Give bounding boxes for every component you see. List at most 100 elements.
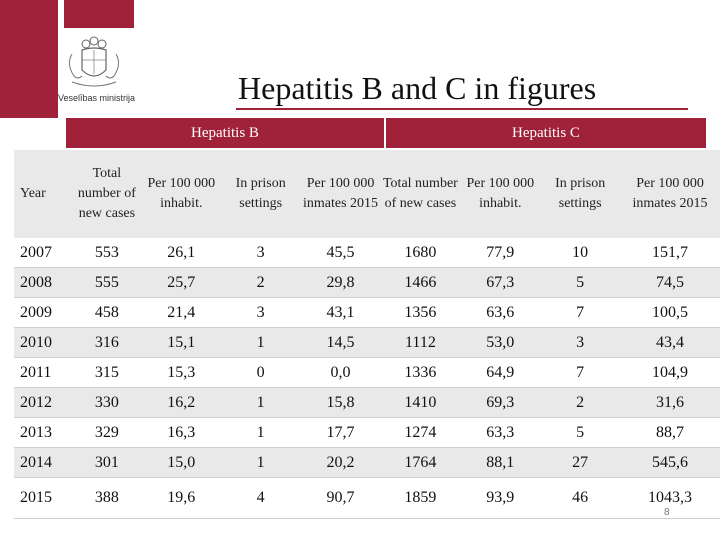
value-cell: 2	[540, 387, 621, 418]
year-cell: 2015	[14, 477, 72, 519]
page-number: 8	[664, 507, 670, 518]
value-cell: 553	[71, 238, 142, 268]
value-cell: 330	[71, 387, 142, 418]
value-cell: 77,9	[460, 238, 541, 268]
hepatitis-table: Year Total number of new cases Per 100 0…	[14, 150, 720, 519]
value-cell: 15,8	[300, 387, 381, 418]
value-cell: 1356	[380, 297, 461, 328]
value-cell: 7	[540, 357, 621, 388]
value-cell: 1	[220, 417, 301, 448]
value-cell: 104,9	[620, 357, 720, 388]
year-cell: 2007	[14, 238, 72, 268]
table-row: 2007 553 26,1 3 45,5 1680 77,9 10 151,7	[14, 238, 720, 268]
column-header: Per 100 000 inmates 2015	[620, 150, 720, 238]
value-cell: 53,0	[460, 327, 541, 358]
year-cell: 2008	[14, 267, 72, 298]
table-row: 2012 330 16,2 1 15,8 1410 69,3 2 31,6	[14, 387, 720, 418]
crest-top-accent	[64, 0, 134, 28]
column-header: Per 100 000 inhabit.	[460, 150, 541, 238]
value-cell: 16,2	[141, 387, 221, 418]
coat-of-arms-logo	[68, 36, 120, 87]
value-cell: 31,6	[620, 387, 720, 418]
table-row: 2011 315 15,3 0 0,0 1336 64,9 7 104,9	[14, 357, 720, 388]
value-cell: 1	[220, 447, 301, 478]
year-cell: 2010	[14, 327, 72, 358]
value-cell: 458	[71, 297, 142, 328]
value-cell: 63,6	[460, 297, 541, 328]
value-cell: 64,9	[460, 357, 541, 388]
value-cell: 1	[220, 327, 301, 358]
table-row: 2009 458 21,4 3 43,1 1356 63,6 7 100,5	[14, 297, 720, 328]
title-underline	[236, 108, 688, 110]
value-cell: 10	[540, 238, 621, 268]
column-header: Total number of new cases	[71, 150, 142, 238]
value-cell: 7	[540, 297, 621, 328]
value-cell: 26,1	[141, 238, 221, 268]
value-cell: 1	[220, 387, 301, 418]
column-header: In prison settings	[540, 150, 621, 238]
value-cell: 316	[71, 327, 142, 358]
value-cell: 25,7	[141, 267, 221, 298]
table-row: 2008 555 25,7 2 29,8 1466 67,3 5 74,5	[14, 267, 720, 298]
value-cell: 1466	[380, 267, 461, 298]
value-cell: 3	[540, 327, 621, 358]
value-cell: 151,7	[620, 238, 720, 268]
value-cell: 15,3	[141, 357, 221, 388]
year-cell: 2013	[14, 417, 72, 448]
column-header: Total number of new cases	[380, 150, 461, 238]
value-cell: 3	[220, 297, 301, 328]
value-cell: 29,8	[300, 267, 381, 298]
hepatitis-b-header: Hepatitis B	[66, 118, 384, 148]
value-cell: 1043,3	[620, 477, 720, 519]
year-cell: 2009	[14, 297, 72, 328]
value-cell: 4	[220, 477, 301, 519]
ministry-name: Veselības ministrija	[58, 93, 136, 103]
value-cell: 21,4	[141, 297, 221, 328]
table-row: 2013 329 16,3 1 17,7 1274 63,3 5 88,7	[14, 417, 720, 448]
year-cell: 2011	[14, 357, 72, 388]
value-cell: 315	[71, 357, 142, 388]
value-cell: 46	[540, 477, 621, 519]
value-cell: 1274	[380, 417, 461, 448]
table-header-row: Year Total number of new cases Per 100 0…	[14, 150, 720, 238]
value-cell: 17,7	[300, 417, 381, 448]
value-cell: 1112	[380, 327, 461, 358]
value-cell: 14,5	[300, 327, 381, 358]
hepatitis-c-header: Hepatitis C	[386, 118, 706, 148]
column-header: Per 100 000 inmates 2015	[300, 150, 381, 238]
value-cell: 5	[540, 417, 621, 448]
value-cell: 329	[71, 417, 142, 448]
value-cell: 555	[71, 267, 142, 298]
column-header: Year	[14, 150, 72, 238]
value-cell: 27	[540, 447, 621, 478]
value-cell: 15,0	[141, 447, 221, 478]
year-cell: 2012	[14, 387, 72, 418]
value-cell: 5	[540, 267, 621, 298]
value-cell: 1410	[380, 387, 461, 418]
value-cell: 0,0	[300, 357, 381, 388]
value-cell: 88,1	[460, 447, 541, 478]
page-title: Hepatitis B and C in figures	[238, 70, 597, 106]
value-cell: 19,6	[141, 477, 221, 519]
value-cell: 1764	[380, 447, 461, 478]
value-cell: 301	[71, 447, 142, 478]
value-cell: 43,1	[300, 297, 381, 328]
value-cell: 69,3	[460, 387, 541, 418]
column-header: Per 100 000 inhabit.	[141, 150, 221, 238]
value-cell: 63,3	[460, 417, 541, 448]
table-body: 2007 553 26,1 3 45,5 1680 77,9 10 151,7 2008 555 25…	[14, 238, 720, 519]
value-cell: 100,5	[620, 297, 720, 328]
column-header: In prison settings	[220, 150, 301, 238]
value-cell: 1336	[380, 357, 461, 388]
value-cell: 45,5	[300, 238, 381, 268]
left-accent-bar	[0, 0, 58, 118]
value-cell: 0	[220, 357, 301, 388]
value-cell: 74,5	[620, 267, 720, 298]
table-row: 2015 388 19,6 4 90,7 1859 93,9 46 1043,3	[14, 477, 720, 519]
value-cell: 43,4	[620, 327, 720, 358]
year-cell: 2014	[14, 447, 72, 478]
value-cell: 67,3	[460, 267, 541, 298]
value-cell: 20,2	[300, 447, 381, 478]
value-cell: 1859	[380, 477, 461, 519]
value-cell: 545,6	[620, 447, 720, 478]
